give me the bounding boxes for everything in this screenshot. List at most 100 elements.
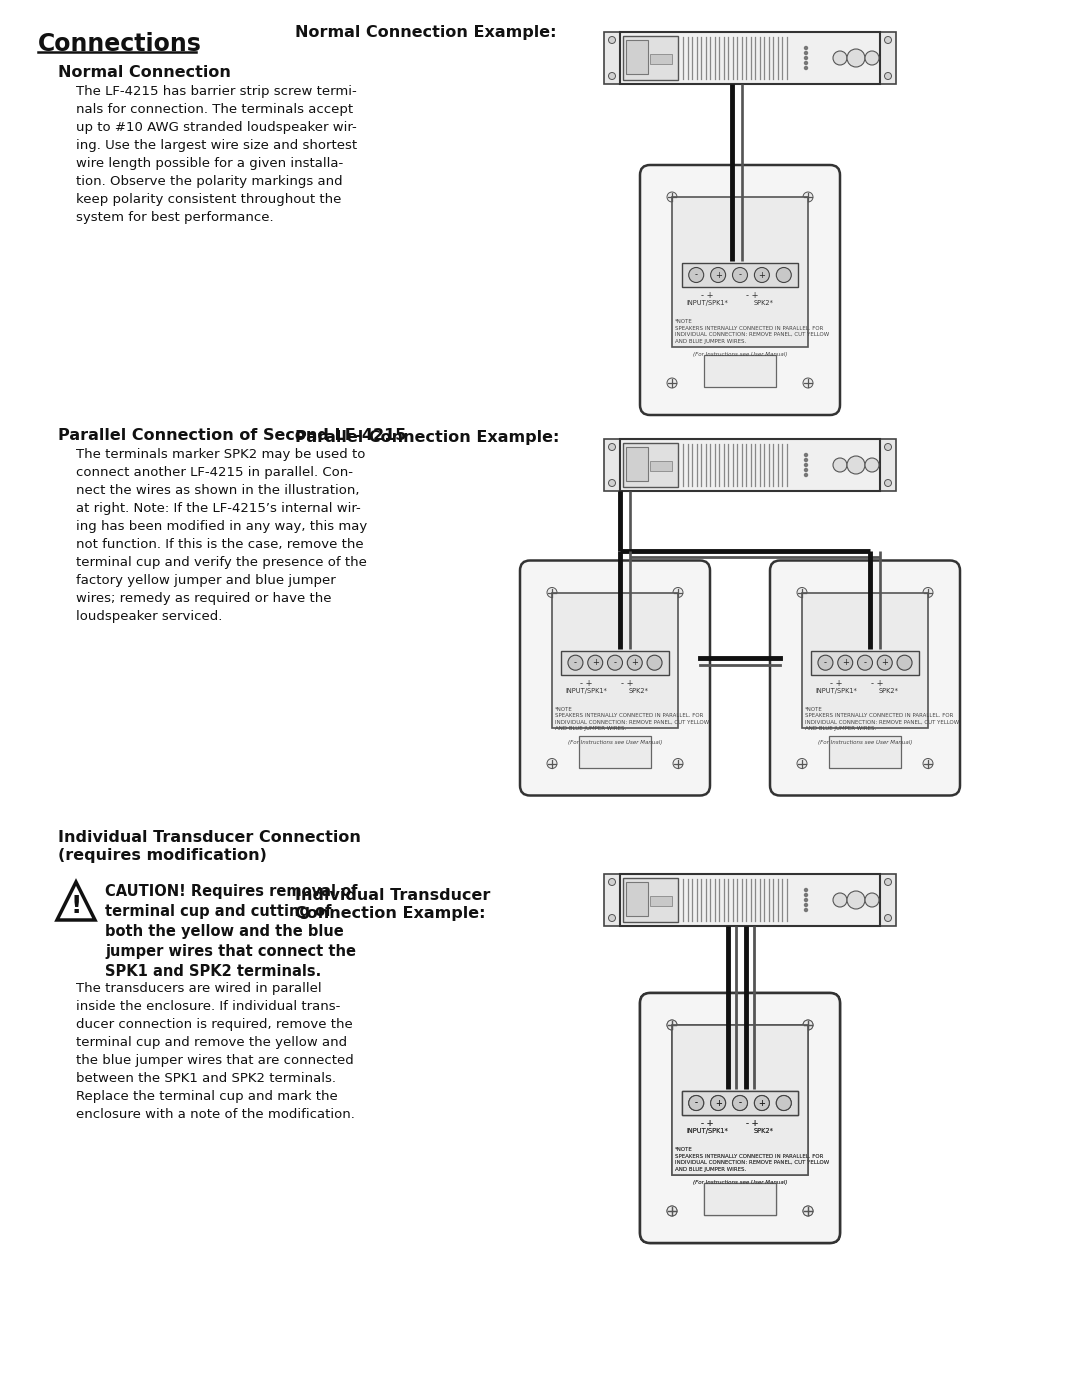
Circle shape	[805, 898, 808, 901]
Circle shape	[755, 267, 769, 282]
Circle shape	[732, 1095, 747, 1111]
Text: !: !	[70, 894, 82, 918]
Circle shape	[804, 1206, 813, 1215]
Circle shape	[711, 1095, 726, 1111]
Circle shape	[568, 655, 583, 671]
Circle shape	[805, 458, 808, 461]
Circle shape	[673, 588, 683, 598]
Bar	[623, 877, 678, 922]
Text: INPUT/SPK1*: INPUT/SPK1*	[686, 300, 728, 306]
Circle shape	[804, 1020, 813, 1030]
Circle shape	[777, 1095, 792, 1111]
Text: INPUT/SPK1*: INPUT/SPK1*	[686, 1127, 728, 1134]
Text: Connections: Connections	[38, 32, 202, 56]
Circle shape	[627, 655, 643, 671]
Bar	[829, 735, 901, 767]
Text: - +: - +	[701, 1119, 714, 1127]
Circle shape	[689, 1095, 704, 1111]
Circle shape	[667, 1020, 677, 1030]
Circle shape	[847, 455, 865, 474]
Bar	[802, 592, 928, 728]
Circle shape	[805, 52, 808, 54]
Text: +: +	[841, 658, 849, 668]
Circle shape	[923, 759, 933, 768]
Text: +: +	[592, 658, 598, 668]
Bar	[672, 1025, 808, 1175]
Circle shape	[732, 267, 747, 282]
Circle shape	[833, 52, 847, 66]
Circle shape	[885, 73, 891, 80]
Circle shape	[608, 443, 616, 450]
Text: INPUT/SPK1*: INPUT/SPK1*	[815, 687, 858, 694]
Text: (requires modification): (requires modification)	[58, 848, 267, 863]
Bar	[604, 32, 620, 84]
Text: SPEAKERS INTERNALLY CONNECTED IN PARALLEL. FOR: SPEAKERS INTERNALLY CONNECTED IN PARALLE…	[805, 714, 954, 718]
Circle shape	[797, 588, 807, 598]
Circle shape	[805, 468, 808, 472]
Circle shape	[885, 443, 891, 450]
Bar	[880, 439, 896, 490]
Text: - +: - +	[746, 1119, 758, 1127]
Text: -: -	[824, 658, 827, 668]
Circle shape	[689, 1095, 704, 1111]
Bar	[672, 1025, 808, 1175]
Text: -: -	[694, 1098, 698, 1108]
Text: INDIVIDUAL CONNECTION: REMOVE PANEL, CUT YELLOW: INDIVIDUAL CONNECTION: REMOVE PANEL, CUT…	[555, 719, 710, 725]
Circle shape	[804, 379, 813, 388]
Circle shape	[608, 879, 616, 886]
FancyBboxPatch shape	[640, 993, 840, 1243]
Circle shape	[818, 655, 833, 671]
Text: Normal Connection: Normal Connection	[58, 66, 231, 80]
Bar	[552, 592, 678, 728]
Circle shape	[833, 458, 847, 472]
Text: SPK2*: SPK2*	[754, 1127, 774, 1134]
Circle shape	[673, 759, 683, 768]
Text: - +: - +	[580, 679, 593, 687]
Text: - +: - +	[621, 679, 633, 687]
Text: Individual Transducer: Individual Transducer	[295, 888, 490, 902]
Text: INDIVIDUAL CONNECTION: REMOVE PANEL, CUT YELLOW: INDIVIDUAL CONNECTION: REMOVE PANEL, CUT…	[675, 332, 829, 337]
Circle shape	[847, 891, 865, 909]
Text: SPK2*: SPK2*	[754, 300, 774, 306]
Circle shape	[546, 759, 557, 768]
Text: (For Instructions see User Manual): (For Instructions see User Manual)	[692, 352, 787, 358]
Text: INDIVIDUAL CONNECTION: REMOVE PANEL, CUT YELLOW: INDIVIDUAL CONNECTION: REMOVE PANEL, CUT…	[675, 1160, 829, 1165]
Text: +: +	[715, 271, 721, 279]
Bar	[626, 41, 648, 74]
Text: (For Instructions see User Manual): (For Instructions see User Manual)	[692, 1180, 787, 1185]
Text: -: -	[573, 658, 577, 668]
Text: (For Instructions see User Manual): (For Instructions see User Manual)	[692, 1180, 787, 1185]
Text: AND BLUE JUMPER WIRES.: AND BLUE JUMPER WIRES.	[555, 726, 626, 731]
Text: +: +	[758, 1098, 766, 1108]
Circle shape	[805, 454, 808, 457]
Circle shape	[833, 893, 847, 907]
Circle shape	[865, 893, 879, 907]
Circle shape	[847, 49, 865, 67]
Circle shape	[885, 479, 891, 486]
Circle shape	[858, 655, 873, 671]
Circle shape	[667, 1206, 677, 1215]
Text: +: +	[715, 1098, 721, 1108]
Circle shape	[923, 588, 933, 598]
Circle shape	[805, 46, 808, 49]
Bar	[562, 651, 669, 675]
Text: *NOTE: *NOTE	[805, 707, 823, 711]
Circle shape	[805, 894, 808, 897]
Text: *NOTE: *NOTE	[555, 707, 572, 711]
Text: AND BLUE JUMPER WIRES.: AND BLUE JUMPER WIRES.	[805, 726, 876, 731]
Circle shape	[804, 191, 813, 203]
Text: +: +	[758, 271, 766, 279]
Bar	[650, 54, 672, 64]
Circle shape	[885, 36, 891, 43]
Circle shape	[885, 915, 891, 922]
Text: AND BLUE JUMPER WIRES.: AND BLUE JUMPER WIRES.	[675, 1166, 746, 1172]
Bar	[683, 1091, 798, 1115]
Text: CAUTION! Requires removal of
terminal cup and cutting of
both the yellow and the: CAUTION! Requires removal of terminal cu…	[105, 884, 357, 979]
Circle shape	[608, 479, 616, 486]
Circle shape	[877, 655, 892, 671]
Bar	[672, 197, 808, 346]
Text: +: +	[715, 1098, 721, 1108]
Circle shape	[777, 1095, 792, 1111]
Text: AND BLUE JUMPER WIRES.: AND BLUE JUMPER WIRES.	[675, 338, 746, 344]
Circle shape	[797, 759, 807, 768]
